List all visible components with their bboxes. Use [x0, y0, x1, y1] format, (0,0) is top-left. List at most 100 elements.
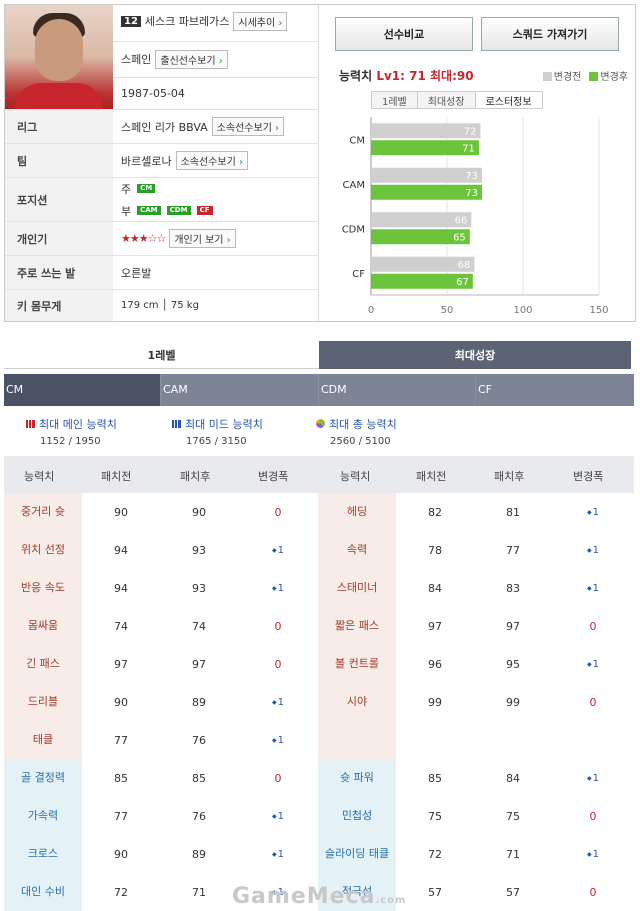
stat-after: 57	[506, 885, 520, 899]
stat-after: 76	[192, 733, 206, 747]
position-label: 포지션	[5, 178, 113, 221]
stat-after: 89	[192, 847, 206, 861]
stat-change: 1	[552, 645, 634, 683]
stat-name: 대인 수비	[4, 873, 82, 911]
stat-name: 크로스	[4, 835, 82, 873]
stat-name: 위치 선정	[4, 531, 82, 569]
stat-before: 90	[114, 847, 128, 861]
stat-before: 77	[114, 809, 128, 823]
stat-name: 가속력	[4, 797, 82, 835]
main-position-tag: CM	[137, 184, 156, 193]
stat-before: 97	[428, 619, 442, 633]
subtab-roster-info[interactable]: 로스터정보	[474, 91, 543, 109]
stat-name: 중거리 슛	[4, 493, 82, 531]
bar-after	[371, 273, 473, 289]
stat-before: 94	[114, 581, 128, 595]
stat-before: 77	[114, 733, 128, 747]
bar-before	[371, 212, 472, 228]
ability-panel: 선수비교 스쿼드 가져가기 능력치 Lv1: 71 최대:90 변경전 변경후 …	[318, 5, 636, 321]
summary-total: 최대 총 능력치 2560 / 5100	[316, 416, 397, 447]
stat-change: 1	[238, 531, 318, 569]
stat-before: 97	[114, 657, 128, 671]
header-stat: 능력치	[24, 470, 55, 483]
stat-name: 몸싸움	[4, 607, 82, 645]
subtab-level1[interactable]: 1레벨	[371, 91, 418, 109]
summary-mid: 최대 미드 능력치 1765 / 3150	[172, 416, 263, 447]
tab-level1[interactable]: 1레벨	[4, 341, 319, 369]
stat-change: 0	[274, 657, 282, 671]
bar-value-label: 67	[456, 277, 469, 288]
table-row: 반응 속도94931스태미너84831	[4, 569, 634, 607]
pie-chart-icon	[316, 419, 325, 428]
subtab-max-growth[interactable]: 최대성장	[416, 91, 476, 109]
league-value: 스페인 리가 BBVA	[121, 120, 208, 134]
position-bar: CM CAM CDM CF	[4, 374, 634, 406]
skill-stars: ★★★☆☆	[121, 232, 166, 245]
stat-name: 짧은 패스	[318, 607, 396, 645]
stat-name: 적극성	[318, 873, 396, 911]
stat-change: 1	[238, 797, 318, 835]
pos-tab-cam[interactable]: CAM	[161, 374, 319, 406]
ability-bar-chart: 0 50 100 150 CM 72 71 CAM 73 73 CDM 66 65 CF 68 67	[342, 117, 609, 316]
stat-after: 74	[192, 619, 206, 633]
stat-after: 75	[506, 809, 520, 823]
stat-change: 1	[238, 721, 318, 759]
x-tick-label: 100	[513, 305, 532, 316]
stat-change: 0	[274, 505, 282, 519]
chart-legend: 변경전 변경후	[542, 68, 628, 83]
pos-tab-cm[interactable]: CM	[4, 374, 161, 406]
table-row: 중거리 슛 90 90 0 헤딩 82 81 1	[4, 493, 634, 531]
pos-tab-cdm[interactable]: CDM	[319, 374, 476, 406]
stat-name: 드리블	[4, 683, 82, 721]
stat-after: 97	[506, 619, 520, 633]
category-label: CAM	[343, 180, 365, 191]
compare-button[interactable]: 선수비교	[335, 17, 473, 51]
table-row: 골 결정력 85 85 0 슛 파워 85 84 1	[4, 759, 634, 797]
ability-title-values: Lv1: 71 최대:90	[376, 69, 474, 83]
sub-position-label: 부	[121, 204, 132, 218]
nation-line: 스페인 출신선수보기	[121, 49, 228, 69]
stat-after: 93	[192, 543, 206, 557]
player-number: 12	[121, 15, 141, 27]
stat-name: 볼 컨트롤	[318, 645, 396, 683]
table-row: 위치 선정94931속력78771	[4, 531, 634, 569]
team-players-button[interactable]: 소속선수보기	[175, 151, 248, 170]
stat-change: 0	[274, 771, 282, 785]
stat-name: 태클	[4, 721, 82, 759]
stat-before: 90	[114, 695, 128, 709]
bar-value-label: 73	[465, 171, 478, 182]
team-value: 바르셀로나	[121, 154, 172, 168]
stat-name: 슬라이딩 태클	[318, 835, 396, 873]
stat-change	[552, 721, 634, 759]
x-tick-label: 150	[589, 305, 608, 316]
team-row: 팀 바르셀로나 소속선수보기	[5, 143, 318, 177]
stat-name: 슛 파워	[318, 759, 396, 797]
league-row: 리그 스페인 리가 BBVA 소속선수보기	[5, 109, 318, 143]
stat-name: 반응 속도	[4, 569, 82, 607]
bar-chart-icon	[172, 420, 181, 428]
header-after: 패치후	[180, 470, 211, 483]
skill-view-button[interactable]: 개인기 보기	[169, 229, 236, 248]
summary-mid-value: 1765 / 3150	[186, 436, 247, 447]
nation-players-button[interactable]: 출신선수보기	[155, 49, 228, 69]
stat-after: 90	[192, 505, 206, 519]
league-label: 리그	[5, 110, 113, 143]
stat-change: 0	[589, 809, 597, 823]
ability-title-prefix: 능력치	[339, 69, 373, 83]
stat-name: 헤딩	[318, 493, 396, 531]
price-trend-button[interactable]: 시세추이	[233, 11, 288, 31]
foot-row: 주로 쓰는 발 오른발	[5, 255, 318, 289]
pos-tab-cf[interactable]: CF	[476, 374, 634, 406]
position-row: 포지션 주 CM 부 CAM CDM CF	[5, 177, 318, 221]
body-label: 키 몸무게	[5, 290, 113, 321]
stat-name	[318, 721, 396, 759]
league-players-button[interactable]: 소속선수보기	[211, 117, 285, 136]
stat-after: 85	[192, 771, 206, 785]
table-row: 드리블 90 89 1시야 99 99 0	[4, 683, 634, 721]
bar-after	[371, 229, 470, 245]
table-row: 긴 패스 97 97 0 볼 컨트롤 96 95 1	[4, 645, 634, 683]
squad-button[interactable]: 스쿼드 가져가기	[481, 17, 619, 51]
table-row: 크로스90891슬라이딩 태클72711	[4, 835, 634, 873]
category-label: CF	[352, 269, 365, 280]
tab-max-growth[interactable]: 최대성장	[319, 341, 631, 369]
